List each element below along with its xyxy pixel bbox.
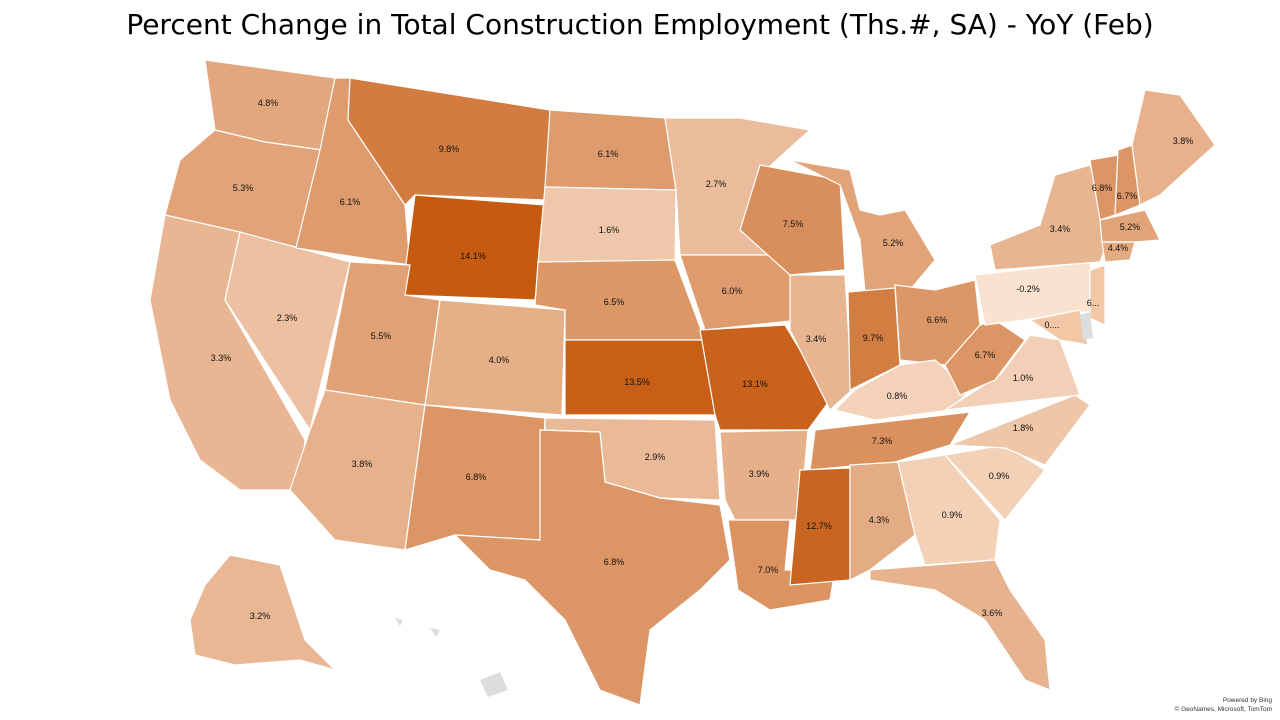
state-co[interactable] — [424, 299, 566, 416]
value-label-ia: 6.0% — [722, 286, 743, 296]
delaware-shape — [1080, 312, 1093, 340]
state-la[interactable] — [727, 519, 836, 611]
value-label-ca: 3.3% — [211, 353, 232, 363]
hawaii-shape — [395, 618, 403, 626]
value-label-mo: 13.1% — [742, 379, 768, 389]
state-wy[interactable] — [401, 194, 546, 301]
value-label-pa: -0.2% — [1016, 284, 1040, 294]
no-data-areas — [395, 312, 1093, 697]
value-label-ga: 0.9% — [942, 510, 963, 520]
value-label-va: 1.0% — [1013, 373, 1034, 383]
state-md[interactable] — [1028, 309, 1089, 346]
value-label-ms: 12.7% — [806, 521, 832, 531]
map-credits-text: © GeoNames, Microsoft, TomTom — [1174, 706, 1273, 713]
value-label-nj: 6... — [1087, 298, 1100, 308]
value-label-sd: 1.6% — [599, 225, 620, 235]
states-layer — [149, 59, 1216, 706]
state-wv[interactable] — [944, 319, 1026, 396]
state-il[interactable] — [789, 274, 853, 411]
value-label-tx: 6.8% — [604, 557, 625, 567]
hawaii-shape — [480, 672, 508, 697]
state-ct[interactable] — [1101, 241, 1136, 263]
hawaii-shape — [430, 628, 440, 637]
state-fl[interactable] — [869, 559, 1051, 691]
value-label-in: 9.7% — [863, 333, 884, 343]
map-attribution: Powered by Bing © GeoNames, Microsoft, T… — [1175, 696, 1273, 714]
value-label-ky: 0.8% — [887, 391, 908, 401]
state-ny[interactable] — [989, 164, 1111, 271]
value-label-ma: 5.2% — [1120, 222, 1141, 232]
value-label-id: 6.1% — [340, 197, 361, 207]
value-label-ok: 2.9% — [645, 452, 666, 462]
state-tx[interactable] — [453, 429, 731, 706]
value-label-il: 3.4% — [806, 334, 827, 344]
value-label-ct: 4.4% — [1108, 243, 1129, 253]
value-label-nc: 1.8% — [1013, 423, 1034, 433]
value-label-nv: 2.3% — [277, 313, 298, 323]
value-label-nm: 6.8% — [466, 472, 487, 482]
value-label-md: 0.... — [1044, 320, 1059, 330]
state-me[interactable] — [1131, 89, 1216, 206]
state-ak[interactable] — [189, 554, 338, 672]
state-sc[interactable] — [943, 444, 1046, 521]
value-label-mn: 2.7% — [706, 179, 727, 189]
map-title: Percent Change in Total Construction Emp… — [126, 8, 1154, 41]
value-label-co: 4.0% — [489, 355, 510, 365]
value-label-or: 5.3% — [233, 183, 254, 193]
value-label-wi: 7.5% — [783, 219, 804, 229]
value-label-nd: 6.1% — [598, 149, 619, 159]
value-label-fl: 3.6% — [982, 608, 1003, 618]
value-label-nh: 6.7% — [1117, 191, 1138, 201]
value-label-wv: 6.7% — [975, 350, 996, 360]
value-label-ut: 5.5% — [371, 331, 392, 341]
value-label-ny: 3.4% — [1050, 224, 1071, 234]
value-label-wa: 4.8% — [258, 98, 279, 108]
value-labels: 4.8% 5.3% 3.3% 2.3% 6.1% 9.8% 14.1% 5.5%… — [211, 98, 1194, 621]
value-label-sc: 0.9% — [989, 471, 1010, 481]
value-label-az: 3.8% — [352, 459, 373, 469]
value-label-la: 7.0% — [758, 565, 779, 575]
value-label-ne: 6.5% — [604, 297, 625, 307]
value-label-ak: 3.2% — [250, 611, 271, 621]
value-label-me: 3.8% — [1173, 136, 1194, 146]
state-ma[interactable] — [1099, 209, 1161, 243]
value-label-ks: 13.5% — [624, 377, 650, 387]
value-label-oh: 6.6% — [927, 315, 948, 325]
state-al[interactable] — [849, 461, 916, 581]
value-label-al: 4.3% — [869, 515, 890, 525]
state-mi[interactable] — [789, 159, 936, 293]
value-label-vt: 6.8% — [1092, 183, 1113, 193]
state-tn[interactable] — [809, 411, 972, 471]
value-label-wy: 14.1% — [460, 251, 486, 261]
value-label-tn: 7.3% — [872, 436, 893, 446]
value-label-mt: 9.8% — [439, 144, 460, 154]
value-label-ar: 3.9% — [749, 469, 770, 479]
value-label-mi: 5.2% — [883, 238, 904, 248]
state-nc[interactable] — [949, 394, 1091, 466]
state-ms[interactable] — [789, 467, 851, 586]
powered-by-text: Powered by Bing — [1222, 697, 1272, 704]
state-nj[interactable] — [1089, 264, 1106, 326]
